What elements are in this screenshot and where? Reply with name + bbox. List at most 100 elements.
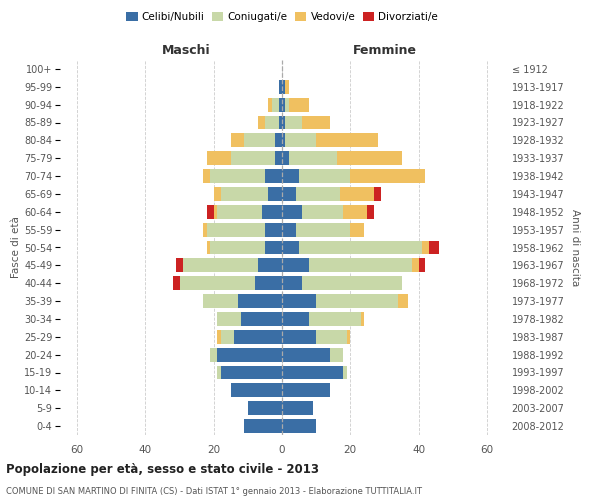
Bar xyxy=(207,222,265,236)
Legend: Celibi/Nubili, Coniugati/e, Vedovi/e, Divorziati/e: Celibi/Nubili, Coniugati/e, Vedovi/e, Di… xyxy=(122,8,442,26)
Bar xyxy=(262,205,282,219)
Bar xyxy=(330,348,343,362)
Bar xyxy=(429,240,439,254)
Bar xyxy=(412,258,419,272)
Bar xyxy=(221,366,282,380)
Bar xyxy=(282,169,299,183)
Bar xyxy=(248,401,282,415)
Bar xyxy=(217,348,282,362)
Bar xyxy=(282,187,296,201)
Bar xyxy=(254,276,282,290)
Bar xyxy=(282,258,310,272)
Bar xyxy=(282,401,313,415)
Bar xyxy=(203,169,210,183)
Bar xyxy=(179,276,254,290)
Bar xyxy=(296,187,340,201)
Bar xyxy=(302,116,330,130)
Bar xyxy=(210,240,265,254)
Bar xyxy=(302,205,343,219)
Bar xyxy=(286,80,289,94)
Bar xyxy=(374,187,381,201)
Bar xyxy=(265,116,278,130)
Bar xyxy=(217,312,241,326)
Y-axis label: Anni di nascita: Anni di nascita xyxy=(570,209,580,286)
Bar xyxy=(278,98,282,112)
Bar xyxy=(265,222,282,236)
Bar xyxy=(350,169,425,183)
Bar xyxy=(282,330,316,344)
Bar xyxy=(244,419,282,433)
Bar xyxy=(207,151,231,165)
Bar xyxy=(299,240,422,254)
Text: Femmine: Femmine xyxy=(352,44,416,58)
Bar xyxy=(282,240,299,254)
Bar xyxy=(316,330,347,344)
Bar xyxy=(210,348,217,362)
Bar xyxy=(282,366,343,380)
Bar xyxy=(203,222,207,236)
Bar xyxy=(316,294,398,308)
Text: Popolazione per età, sesso e stato civile - 2013: Popolazione per età, sesso e stato civil… xyxy=(6,462,319,475)
Bar xyxy=(282,151,289,165)
Bar xyxy=(217,205,262,219)
Bar xyxy=(217,330,221,344)
Bar xyxy=(343,205,367,219)
Y-axis label: Fasce di età: Fasce di età xyxy=(11,216,21,278)
Text: Maschi: Maschi xyxy=(162,44,211,58)
Bar xyxy=(286,134,316,147)
Bar xyxy=(258,258,282,272)
Bar xyxy=(367,205,374,219)
Bar xyxy=(282,312,310,326)
Bar xyxy=(268,98,272,112)
Bar xyxy=(221,187,268,201)
Bar xyxy=(350,222,364,236)
Bar xyxy=(210,169,265,183)
Bar xyxy=(203,294,238,308)
Bar xyxy=(207,205,214,219)
Bar xyxy=(282,419,316,433)
Bar xyxy=(231,384,282,398)
Bar xyxy=(234,330,282,344)
Bar xyxy=(282,222,296,236)
Bar xyxy=(398,294,409,308)
Bar xyxy=(231,151,275,165)
Bar xyxy=(282,205,302,219)
Bar xyxy=(214,205,217,219)
Bar xyxy=(422,240,429,254)
Bar xyxy=(340,187,374,201)
Bar xyxy=(214,187,221,201)
Bar xyxy=(286,98,289,112)
Bar xyxy=(361,312,364,326)
Bar xyxy=(343,366,347,380)
Bar xyxy=(231,134,244,147)
Bar xyxy=(286,116,302,130)
Bar xyxy=(278,80,282,94)
Bar xyxy=(282,348,330,362)
Text: COMUNE DI SAN MARTINO DI FINITA (CS) - Dati ISTAT 1° gennaio 2013 - Elaborazione: COMUNE DI SAN MARTINO DI FINITA (CS) - D… xyxy=(6,488,422,496)
Bar xyxy=(265,169,282,183)
Bar xyxy=(282,276,302,290)
Bar xyxy=(258,116,265,130)
Bar xyxy=(347,330,350,344)
Bar xyxy=(244,134,275,147)
Bar xyxy=(241,312,282,326)
Bar xyxy=(282,384,330,398)
Bar xyxy=(176,258,183,272)
Bar xyxy=(275,151,282,165)
Bar xyxy=(278,116,282,130)
Bar xyxy=(282,116,286,130)
Bar xyxy=(289,151,337,165)
Bar xyxy=(296,222,350,236)
Bar xyxy=(289,98,310,112)
Bar xyxy=(275,134,282,147)
Bar xyxy=(272,98,278,112)
Bar xyxy=(310,312,361,326)
Bar xyxy=(337,151,401,165)
Bar xyxy=(282,294,316,308)
Bar xyxy=(282,80,286,94)
Bar xyxy=(183,258,258,272)
Bar xyxy=(282,134,286,147)
Bar xyxy=(299,169,350,183)
Bar xyxy=(238,294,282,308)
Bar xyxy=(302,276,401,290)
